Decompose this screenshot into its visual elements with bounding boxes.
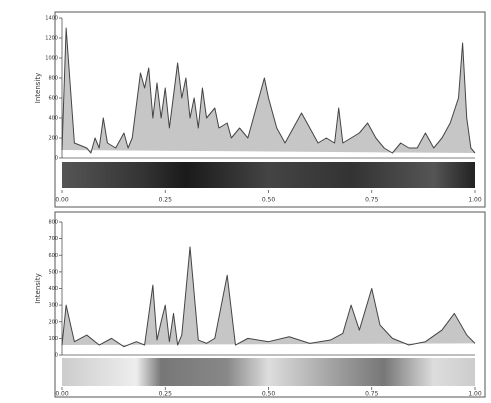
y-tick-label: 400	[48, 286, 58, 292]
x-tick-label: 0.75	[365, 197, 379, 204]
x-tick-label: 0.00	[55, 197, 69, 204]
y-tick-label: 700	[48, 236, 58, 242]
y-tick-label: 0	[55, 156, 58, 162]
panel-frame	[54, 211, 486, 398]
y-tick-label: 100	[48, 336, 58, 342]
trace	[61, 27, 476, 154]
y-tick-label: 600	[48, 96, 58, 102]
x-tick-label: 0.75	[365, 391, 379, 398]
trace	[61, 246, 476, 348]
y-axis-label: Intensity	[34, 73, 42, 103]
x-tick-label: 0.50	[262, 391, 276, 398]
y-tick-label: 800	[48, 76, 58, 82]
y-axis-label: Intensity	[34, 273, 42, 303]
x-tick-label: 0.00	[55, 391, 69, 398]
y-tick-label: 500	[48, 269, 58, 275]
y-tick-label: 800	[48, 220, 58, 226]
y-tick-label: 300	[48, 303, 58, 309]
panel-frame	[54, 11, 486, 208]
x-tick-label: 1.00	[468, 197, 482, 204]
y-tick-label: 1200	[45, 36, 58, 42]
x-tick-label: 0.50	[262, 197, 276, 204]
y-tick-label: 0	[55, 353, 58, 359]
y-tick-label: 400	[48, 116, 58, 122]
gel-strip	[62, 162, 475, 188]
y-tick-label: 200	[48, 136, 58, 142]
y-tick-label: 1400	[45, 16, 58, 22]
gel-strip	[62, 358, 475, 386]
y-tick-label: 1000	[45, 56, 58, 62]
y-tick-label: 600	[48, 253, 58, 259]
x-tick-label: 0.25	[159, 391, 173, 398]
x-tick-label: 0.25	[159, 197, 173, 204]
y-tick-label: 200	[48, 319, 58, 325]
x-tick-label: 1.00	[468, 391, 482, 398]
